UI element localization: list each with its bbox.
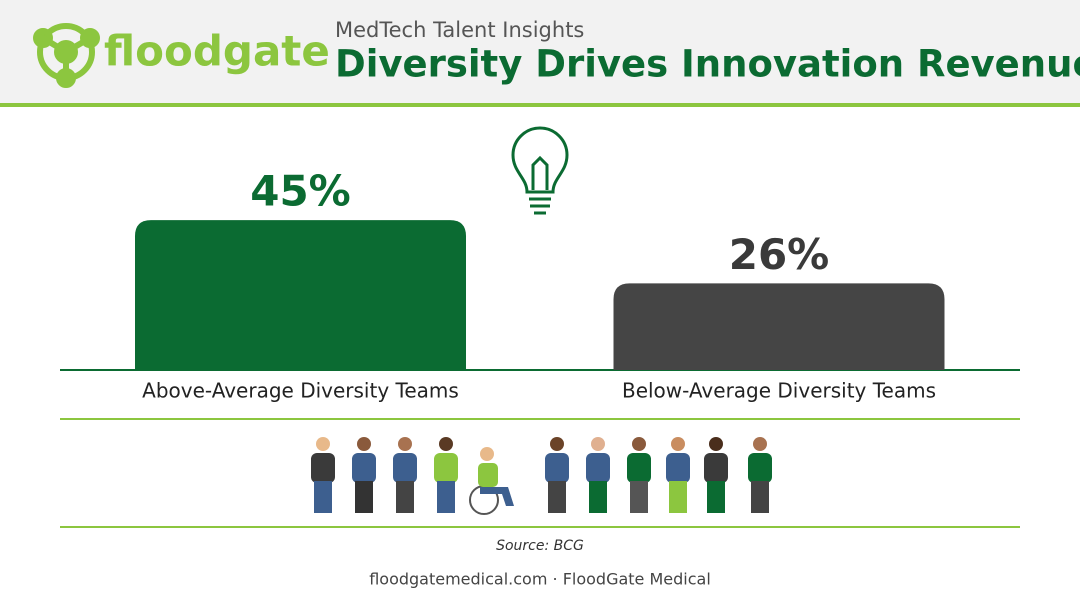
person-legs — [355, 481, 373, 513]
header-band — [0, 0, 1080, 105]
person-head — [398, 437, 412, 451]
person-body — [586, 453, 610, 483]
person-body — [434, 453, 458, 483]
person-legs — [480, 487, 514, 506]
person-legs — [314, 481, 332, 513]
person-head — [709, 437, 723, 451]
category-label: Above-Average Diversity Teams — [142, 379, 459, 403]
person-head — [753, 437, 767, 451]
subtitle: MedTech Talent Insights — [335, 18, 584, 42]
person-head — [480, 447, 494, 461]
footer: floodgatemedical.com · FloodGate Medical — [369, 570, 711, 589]
bar — [613, 283, 945, 370]
person-head — [316, 437, 330, 451]
person-body — [311, 453, 335, 483]
bar — [135, 220, 466, 370]
person-head — [632, 437, 646, 451]
value-label: 26% — [729, 230, 830, 279]
person-legs — [589, 481, 607, 513]
person-body — [393, 453, 417, 483]
person-body — [352, 453, 376, 483]
person-legs — [396, 481, 414, 513]
person-body — [627, 453, 651, 483]
person-body — [666, 453, 690, 483]
person-legs — [437, 481, 455, 513]
person-legs — [548, 481, 566, 513]
source: Source: BCG — [496, 538, 584, 554]
brand: floodgate — [104, 27, 330, 76]
person-head — [439, 437, 453, 451]
header-rule — [0, 103, 1080, 107]
value-label: 45% — [250, 167, 351, 216]
category-label: Below-Average Diversity Teams — [622, 379, 936, 403]
chart-title: Diversity Drives Innovation Revenue — [335, 43, 1080, 86]
person-head — [550, 437, 564, 451]
person-body — [478, 463, 498, 487]
logo-icon — [33, 23, 100, 88]
person-legs — [630, 481, 648, 513]
bulb-icon — [511, 126, 569, 215]
person-body — [545, 453, 569, 483]
person-body — [748, 453, 772, 483]
person-head — [591, 437, 605, 451]
person-body — [704, 453, 728, 483]
person-head — [357, 437, 371, 451]
person-legs — [751, 481, 769, 513]
person-legs — [669, 481, 687, 513]
person-head — [671, 437, 685, 451]
people-illustration — [311, 437, 772, 515]
person-legs — [707, 481, 725, 513]
